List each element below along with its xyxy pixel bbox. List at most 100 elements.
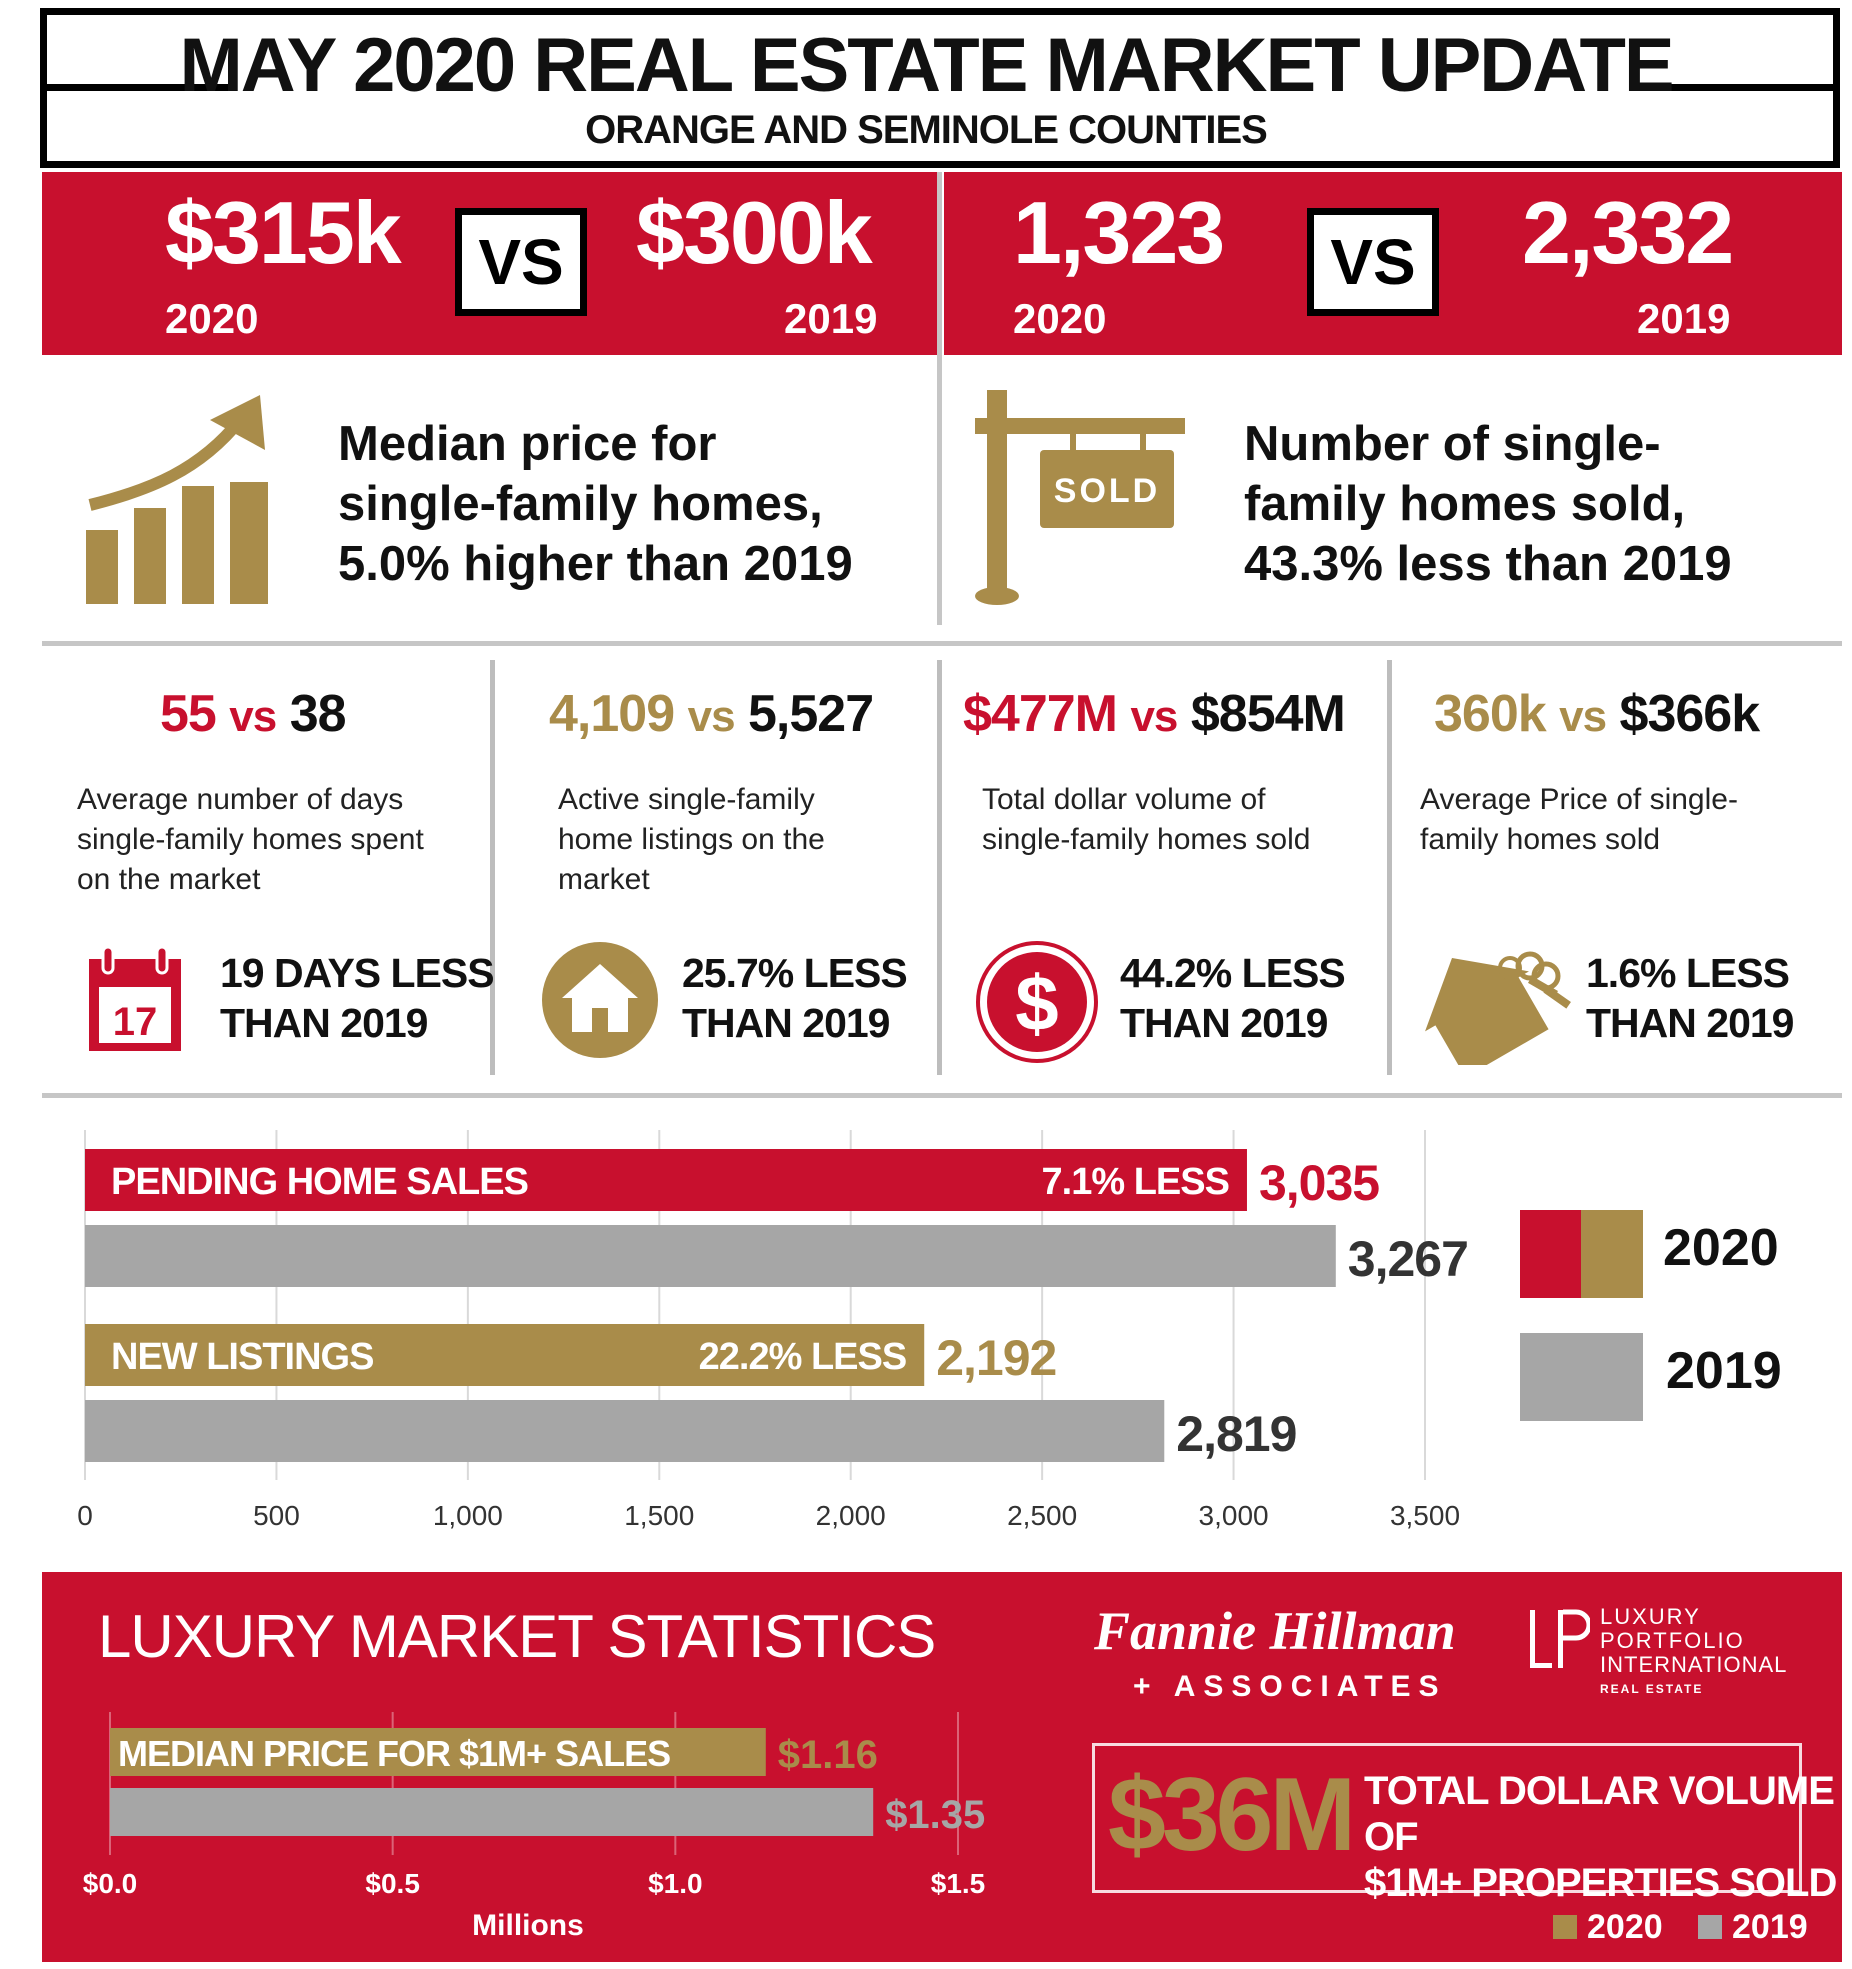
sold-sign-icon: SOLD (975, 390, 1185, 605)
section-divider-2 (42, 1093, 1842, 1098)
sold-year-2019: 2019 (1637, 295, 1731, 342)
lpi-line-1: LUXURY (1600, 1604, 1701, 1629)
lux-x-tick-label: $0.5 (365, 1868, 420, 1899)
x-tick-label: 3,500 (1390, 1500, 1460, 1531)
homes-sold-2020: 1,323 (1013, 183, 1225, 282)
stat-divider-1 (490, 660, 495, 1075)
header-rule-left (40, 84, 230, 91)
lpi-line-2: PORTFOLIO (1600, 1628, 1745, 1653)
stat-volume-change-2: THAN 2019 (1120, 1000, 1328, 1046)
dollar-icon: $ (976, 941, 1098, 1063)
svg-text:$: $ (1015, 959, 1058, 1047)
sold-description: Number of single- family homes sold, 43.… (1244, 414, 1732, 594)
stat-avgprice-desc-2: family homes sold (1420, 823, 1661, 856)
stat-avgprice-change: 1.6% LESS THAN 2019 (1586, 948, 1794, 1048)
median-year-2019: 2019 (784, 295, 878, 342)
lpi-line-4: REAL ESTATE (1600, 1682, 1704, 1696)
stat-volume-change: 44.2% LESS THAN 2019 (1120, 948, 1346, 1048)
header-box (40, 8, 1840, 168)
bar-2020 (85, 1149, 1247, 1211)
header-rule-right (1652, 84, 1840, 91)
house-icon (542, 942, 658, 1058)
stat-days-desc-2: single-family homes spent (77, 823, 424, 856)
x-tick-label: 0 (77, 1500, 93, 1531)
stat-days-desc-1: Average number of days (77, 783, 404, 816)
stat-days-change-2: THAN 2019 (220, 1000, 428, 1046)
stat-days-2019: 38 (289, 685, 347, 743)
page-title: MAY 2020 REAL ESTATE MARKET UPDATE (179, 23, 1674, 108)
total-volume-line-2: $1M+ PROPERTIES SOLD (1364, 1861, 1837, 1905)
lux-value-label-2020: $1.16 (778, 1733, 878, 1777)
stat-days-description: Average number of days single-family hom… (77, 780, 424, 900)
stat-volume-2020: $477M (963, 685, 1118, 743)
x-tick-label: 500 (253, 1500, 300, 1531)
stat-listings-change-1: 25.7% LESS (682, 950, 908, 996)
lux-category-label: MEDIAN PRICE FOR $1M+ SALES (118, 1733, 670, 1774)
pending-listings-chart: 0 500 1,000 1,500 2,000 2,500 3,000 3,500 PENDIN… (77, 1130, 1469, 1531)
sold-sign-text: SOLD (1054, 472, 1160, 510)
sold-vs-box: VS (1307, 208, 1439, 316)
stat-listings-change-2: THAN 2019 (682, 1000, 890, 1046)
sold-desc-line-2: family homes sold, (1244, 477, 1686, 531)
lux-value-label-2019: $1.35 (885, 1793, 985, 1837)
value-label-2019: 3,267 (1348, 1231, 1468, 1287)
category-label: NEW LISTINGS (111, 1336, 373, 1378)
total-volume-value: $36M (1108, 1757, 1356, 1873)
calendar-day: 17 (113, 1000, 158, 1044)
lux-legend-label-2020: 2020 (1587, 1908, 1663, 1946)
brand-sub: + ASSOCIATES (1133, 1670, 1447, 1703)
stat-volume-desc-1: Total dollar volume of (982, 783, 1266, 816)
luxury-title: LUXURY MARKET STATISTICS (98, 1603, 936, 1670)
stat-volume-change-1: 44.2% LESS (1120, 950, 1346, 996)
homes-sold-2019: 2,332 (1522, 183, 1734, 282)
bar-2020 (85, 1324, 925, 1386)
center-divider (937, 172, 942, 625)
lux-bar-2019 (110, 1788, 874, 1836)
category-label: PENDING HOME SALES (111, 1161, 528, 1203)
stat-listings-values: 4,109 vs 5,527 (549, 684, 874, 744)
stat-avgprice-2019: $366k (1619, 685, 1761, 743)
x-tick-label: 2,000 (816, 1500, 886, 1531)
stat-days-change-1: 19 DAYS LESS (220, 950, 495, 996)
stat-volume-description: Total dollar volume of single-family hom… (982, 780, 1310, 860)
lux-legend-label-2019: 2019 (1732, 1908, 1808, 1946)
sold-desc-line-1: Number of single- (1244, 417, 1661, 471)
stat-days-vs: vs (229, 692, 277, 741)
stat-days-change: 19 DAYS LESS THAN 2019 (220, 948, 495, 1048)
sold-desc-line-3: 43.3% less than 2019 (1244, 537, 1732, 591)
page-subtitle: ORANGE AND SEMINOLE COUNTIES (585, 108, 1268, 152)
stat-listings-2019: 5,527 (748, 685, 874, 743)
median-desc-line-2: single-family homes, (338, 477, 823, 531)
total-volume-line-1: TOTAL DOLLAR VOLUME OF (1364, 1769, 1835, 1859)
lux-bar-2020 (110, 1728, 766, 1776)
bar-2019 (85, 1400, 1165, 1462)
value-label-2019: 2,819 (1176, 1406, 1296, 1462)
lux-x-tick-label: $1.5 (931, 1868, 986, 1899)
median-description: Median price for single-family homes, 5.… (338, 414, 853, 594)
legend-label-2020: 2020 (1663, 1219, 1779, 1277)
legend-swatch-2019 (1520, 1333, 1643, 1421)
median-price-2019: $300k (636, 183, 873, 282)
legend-swatch-2020-gold (1581, 1210, 1643, 1298)
lux-x-tick-label: $0.0 (83, 1868, 138, 1899)
total-volume-label: TOTAL DOLLAR VOLUME OF $1M+ PROPERTIES S… (1364, 1768, 1852, 1906)
stat-listings-vs: vs (687, 692, 736, 741)
stat-volume-2019: $854M (1190, 685, 1346, 743)
change-label: 7.1% LESS (1042, 1161, 1229, 1203)
median-desc-line-3: 5.0% higher than 2019 (338, 537, 853, 591)
stat-listings-change: 25.7% LESS THAN 2019 (682, 948, 908, 1048)
legend-label-2019: 2019 (1666, 1342, 1782, 1400)
stat-listings-2020: 4,109 (549, 685, 675, 743)
legend-swatch-2020-red (1520, 1210, 1581, 1298)
x-tick-label: 3,000 (1199, 1500, 1269, 1531)
luxury-median-chart: $0.0 $0.5 $1.0 $1.5 Millions MEDIAN PRICE FOR… (83, 1712, 986, 1940)
total-volume-box (1092, 1743, 1802, 1893)
stat-avgprice-vs: vs (1559, 692, 1607, 741)
stat-divider-3 (1387, 660, 1392, 1075)
stat-avgprice-description: Average Price of single- family homes so… (1420, 780, 1738, 860)
lpi-logo-icon (1530, 1609, 1590, 1668)
lux-x-axis-label: Millions (472, 1909, 584, 1940)
sold-year-2020: 2020 (1013, 295, 1107, 342)
bar-2019 (85, 1225, 1336, 1287)
x-tick-label: 1,000 (433, 1500, 503, 1531)
